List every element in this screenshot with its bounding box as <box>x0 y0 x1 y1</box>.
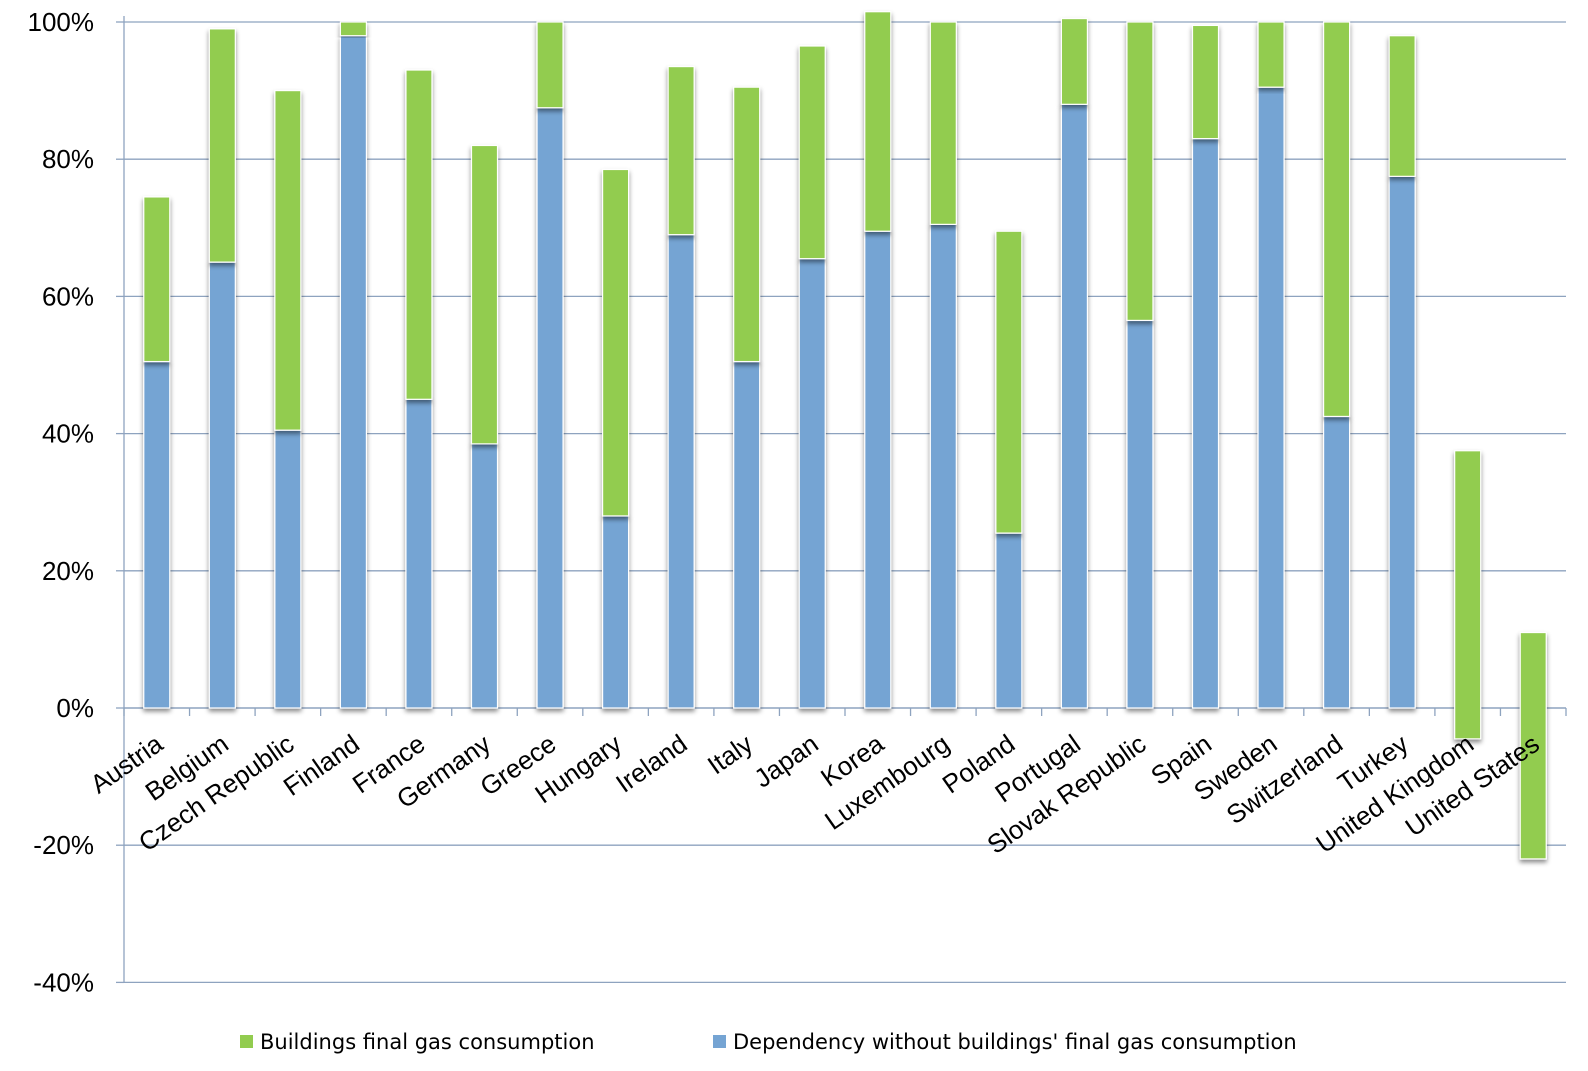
bar-buildings-united-kingdom <box>1454 450 1482 740</box>
category-label: Ireland <box>610 728 692 798</box>
bar-dependency-italy <box>733 360 761 709</box>
bar-dependency-austria <box>143 360 171 709</box>
y-tick-label: -40% <box>33 967 94 997</box>
y-tick-label: 100% <box>28 7 95 37</box>
bar-dependency-sweden <box>1257 86 1285 709</box>
bar-buildings-switzerland <box>1322 21 1351 418</box>
bar-dependency-portugal <box>1060 103 1089 709</box>
bar-dependency-czech-republic <box>274 429 302 709</box>
bar-buildings-slovak-republic <box>1126 21 1154 322</box>
bar-buildings-finland <box>339 21 368 37</box>
bar-dependency-turkey <box>1388 175 1416 709</box>
legend: Buildings final gas consumption Dependenc… <box>240 1030 1297 1054</box>
bar-dependency-switzerland <box>1322 415 1351 709</box>
bar-buildings-united-states <box>1519 631 1547 860</box>
bar-dependency-finland <box>339 35 368 709</box>
bar-buildings-germany <box>470 144 499 445</box>
bar-buildings-czech-republic <box>274 89 302 431</box>
bar-buildings-portugal <box>1060 17 1089 105</box>
y-tick-label: 0% <box>56 693 94 723</box>
bar-dependency-belgium <box>208 261 236 709</box>
bar-buildings-belgium <box>208 28 236 263</box>
y-axis-tick-labels: 100% 80% 60% 40% 20% 0% -20% -40% <box>28 7 95 997</box>
legend-label: Dependency without buildings' final gas … <box>733 1030 1297 1054</box>
legend-label: Buildings final gas consumption <box>260 1030 595 1054</box>
bar-dependency-korea <box>864 230 892 709</box>
bar-buildings-japan <box>798 45 826 260</box>
bar-dependency-france <box>405 398 433 709</box>
bar-buildings-ireland <box>667 65 695 236</box>
bar-dependency-hungary <box>601 515 630 709</box>
bar-dependency-spain <box>1191 138 1220 709</box>
bar-buildings-hungary <box>601 168 630 517</box>
bar-buildings-spain <box>1191 24 1220 140</box>
y-tick-label: 20% <box>42 556 94 586</box>
bar-dependency-poland <box>995 532 1023 709</box>
bars <box>143 11 1547 860</box>
y-tick-label: 40% <box>42 419 94 449</box>
bar-buildings-sweden <box>1257 21 1285 88</box>
y-tick-label: 60% <box>42 281 94 311</box>
bar-buildings-luxembourg <box>929 21 957 225</box>
bar-buildings-turkey <box>1388 35 1416 177</box>
category-label: Japan <box>748 728 823 793</box>
y-tick-label: -20% <box>33 830 94 860</box>
legend-swatch <box>240 1035 253 1048</box>
bar-dependency-ireland <box>667 234 695 709</box>
legend-swatch <box>713 1035 726 1048</box>
legend-item: Dependency without buildings' final gas … <box>713 1030 1297 1054</box>
bar-dependency-luxembourg <box>929 223 957 709</box>
legend-item: Buildings final gas consumption <box>240 1030 595 1054</box>
bar-dependency-greece <box>536 107 564 709</box>
bar-buildings-austria <box>143 196 171 363</box>
bar-dependency-japan <box>798 258 826 709</box>
bar-buildings-korea <box>864 11 892 232</box>
bar-buildings-france <box>405 69 433 400</box>
bar-buildings-poland <box>995 230 1023 534</box>
category-label: Finland <box>278 728 365 801</box>
bar-buildings-greece <box>536 21 564 109</box>
bar-dependency-slovak-republic <box>1126 319 1154 709</box>
bar-dependency-germany <box>470 443 499 709</box>
y-tick-label: 80% <box>42 144 94 174</box>
bar-buildings-italy <box>733 86 761 363</box>
